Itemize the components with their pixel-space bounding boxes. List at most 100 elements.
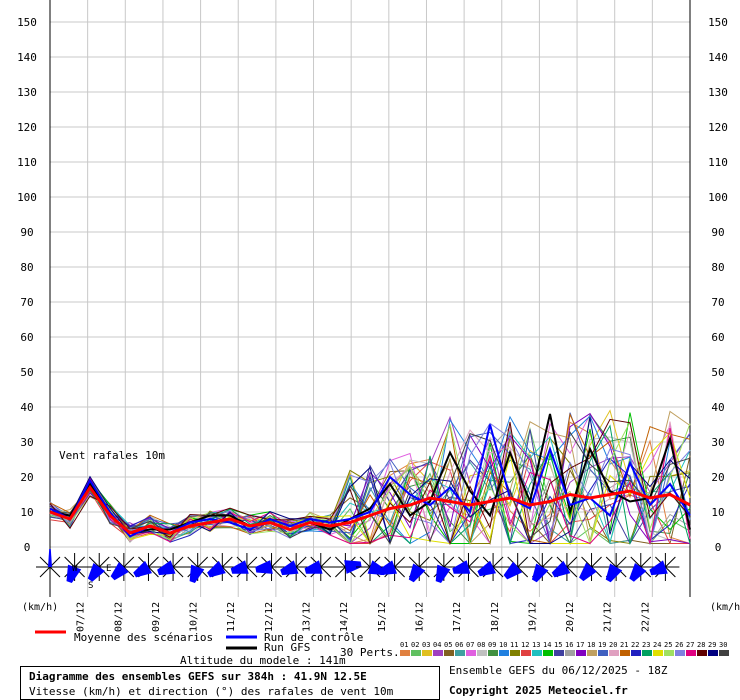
y-tick-label: 20	[20, 471, 33, 484]
pert-legend-number: 14	[543, 641, 551, 649]
x-tick-label: 16/12	[414, 602, 425, 632]
y-tick-label: 150	[708, 16, 728, 29]
pert-legend-swatch	[620, 650, 630, 656]
pert-legend-number: 30	[719, 641, 727, 649]
wind-direction-marker	[230, 553, 261, 581]
perturbation-line	[49, 430, 691, 545]
perturbation-line	[49, 412, 691, 546]
wind-direction-marker	[157, 553, 188, 581]
pert-legend-swatch	[411, 650, 421, 656]
legend-perts-label: 30 Perts.	[340, 646, 400, 659]
pert-legend-swatch	[675, 650, 685, 656]
pert-legend-swatch	[510, 650, 520, 656]
wind-direction-marker	[133, 553, 163, 581]
pert-legend-swatch	[697, 650, 707, 656]
pert-legend-number: 27	[686, 641, 694, 649]
pert-legend-number: 24	[653, 641, 661, 649]
compass-e-label: E	[106, 564, 111, 574]
x-axis-dates: 07/12 08/12 09/12 10/12 11/12 12/12 13/12 14/12…	[76, 602, 652, 632]
wind-direction-marker	[577, 553, 606, 582]
pert-legend-number: 13	[532, 641, 540, 649]
wind-direction-marker	[405, 553, 434, 583]
y-tick-label: 80	[711, 261, 724, 274]
series-line	[49, 484, 691, 535]
perturbation-line	[49, 412, 691, 544]
pert-legend-number: 03	[422, 641, 430, 649]
x-tick-label: 10/12	[189, 602, 200, 632]
y-tick-label: 100	[17, 191, 37, 204]
wind-direction-marker	[36, 549, 64, 581]
pert-legend-number: 16	[565, 641, 573, 649]
perturbation-line	[49, 417, 691, 545]
y-tick-label: 40	[20, 401, 33, 414]
y-tick-label: 140	[17, 51, 37, 64]
pert-legend-swatch	[400, 650, 410, 656]
wind-direction-marker	[452, 553, 483, 581]
pert-legend-number: 02	[411, 641, 419, 649]
y-axis-right: 0 10 20 30 40 50 60 70 80 90 100 110 120 130 140 150	[708, 16, 728, 554]
y-tick-label: 100	[708, 191, 728, 204]
y-unit-left: (km/h)	[22, 602, 58, 613]
pert-legend-swatch	[521, 650, 531, 656]
pert-legend-swatch	[488, 650, 498, 656]
x-tick-label: 18/12	[490, 602, 501, 632]
pert-legend-swatch	[587, 650, 597, 656]
x-tick-label: 14/12	[339, 602, 350, 632]
chart-annotation: Vent rafales 10m	[59, 449, 165, 462]
wind-direction-marker	[477, 553, 508, 581]
copyright-label: Copyright 2025 Meteociel.fr	[449, 684, 628, 697]
y-tick-label: 140	[708, 51, 728, 64]
pert-legend-swatch	[719, 650, 729, 656]
pert-legend-number: 18	[587, 641, 595, 649]
y-tick-label: 30	[20, 436, 33, 449]
y-tick-label: 40	[711, 401, 724, 414]
y-tick-label: 50	[20, 366, 33, 379]
y-tick-label: 0	[24, 541, 31, 554]
wind-direction-marker	[551, 553, 581, 581]
compass-w-label: W	[72, 564, 78, 574]
pert-legend-number: 11	[510, 641, 518, 649]
wind-direction-marker	[280, 553, 311, 581]
x-tick-label: 11/12	[226, 602, 237, 632]
pert-legend-swatch	[444, 650, 454, 656]
y-tick-label: 120	[17, 121, 37, 134]
pert-legend-number: 19	[598, 641, 606, 649]
x-tick-label: 15/12	[377, 602, 388, 632]
pert-legend-number: 17	[576, 641, 584, 649]
altitude-label: Altitude du modele : 141m	[180, 654, 346, 667]
pert-legend-number: 20	[609, 641, 617, 649]
compass-s-label: S	[88, 581, 93, 591]
y-tick-label: 50	[711, 366, 724, 379]
y-tick-label: 70	[20, 296, 33, 309]
pert-legend-swatch	[477, 650, 487, 656]
pert-legend-swatch	[499, 650, 509, 656]
pert-legend-swatch	[576, 650, 586, 656]
ensemble-run-label: Ensemble GEFS du 06/12/2025 - 18Z	[449, 664, 668, 677]
pert-legend-swatch	[554, 650, 564, 656]
pert-legend-swatch	[422, 650, 432, 656]
x-tick-label: 08/12	[113, 602, 124, 632]
wind-direction-row: W E S	[36, 549, 680, 591]
pert-legend-swatch	[543, 650, 553, 656]
legend-control-label: Run de contrôle	[264, 631, 363, 644]
y-tick-label: 120	[708, 121, 728, 134]
wind-direction-marker	[109, 553, 138, 581]
pert-legend-swatch	[565, 650, 575, 656]
x-tick-label: 07/12	[76, 602, 87, 632]
y-tick-label: 110	[708, 156, 728, 169]
pert-legend-number: 23	[642, 641, 650, 649]
pert-legend-number: 09	[488, 641, 496, 649]
wind-direction-marker	[503, 553, 532, 581]
wind-direction-marker	[649, 553, 680, 581]
y-tick-label: 10	[20, 506, 33, 519]
y-axis-left: 0 10 20 30 40 50 60 70 80 90 100 110 120 130 140 150	[17, 16, 37, 554]
y-tick-label: 130	[708, 86, 728, 99]
perturbation-legend: 01 02 03 04 05 06 07 08 09 10 11 12 13 14 15 16 17 18 19 20…	[400, 641, 729, 656]
x-tick-label: 20/12	[565, 602, 576, 632]
pert-legend-number: 05	[444, 641, 452, 649]
info-box: Diagramme des ensembles GEFS sur 384h : …	[20, 666, 440, 700]
y-tick-label: 60	[20, 331, 33, 344]
wind-direction-marker	[60, 553, 89, 583]
pert-legend-number: 04	[433, 641, 441, 649]
